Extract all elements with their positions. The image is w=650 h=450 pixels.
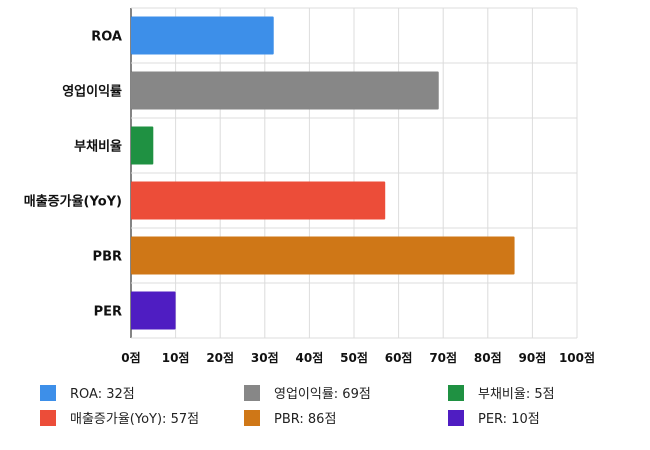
category-label: PER [94, 305, 122, 320]
bar [131, 236, 515, 275]
legend-label: PER: 10점 [478, 412, 540, 427]
category-label: 매출증가율(YoY) [24, 194, 122, 210]
x-tick-label: 40점 [296, 350, 324, 365]
legend-swatch [40, 410, 56, 426]
legend-label: 매출증가율(YoY): 57점 [70, 412, 199, 427]
bars [131, 16, 515, 330]
x-tick-label: 20점 [206, 350, 234, 365]
x-tick-label: 80점 [474, 350, 502, 365]
x-tick-labels: 0점 10점 20점 30점 40점 50점 60점 70점 80점 90점 100점 [121, 350, 595, 365]
bar [131, 291, 176, 330]
x-tick-label: 60점 [385, 350, 413, 365]
category-label: PBR [93, 250, 122, 265]
legend-swatch [448, 410, 464, 426]
x-tick-label: 10점 [162, 350, 190, 365]
x-tick-label: 30점 [251, 350, 279, 365]
legend-swatch [244, 385, 260, 401]
x-tick-label: 90점 [519, 350, 547, 365]
bar [131, 71, 439, 110]
x-tick-label: 50점 [340, 350, 368, 365]
bar [131, 126, 154, 165]
legend-label: ROA: 32점 [70, 387, 135, 402]
legend-swatch [40, 385, 56, 401]
category-label: ROA [91, 30, 122, 45]
legend-swatch [244, 410, 260, 426]
legend-label: 부채비율: 5점 [478, 387, 555, 402]
x-tick-label: 0점 [121, 350, 140, 365]
legend-label: PBR: 86점 [274, 412, 336, 427]
x-tick-label: 100점 [559, 350, 595, 365]
legend-swatch [448, 385, 464, 401]
legend-label: 영업이익률: 69점 [274, 387, 371, 402]
category-label: 부채비율 [74, 139, 122, 155]
category-label: 영업이익률 [62, 84, 122, 100]
x-tick-label: 70점 [429, 350, 457, 365]
bar [131, 181, 386, 220]
bar [131, 16, 274, 55]
grid-lines [130, 7, 578, 339]
